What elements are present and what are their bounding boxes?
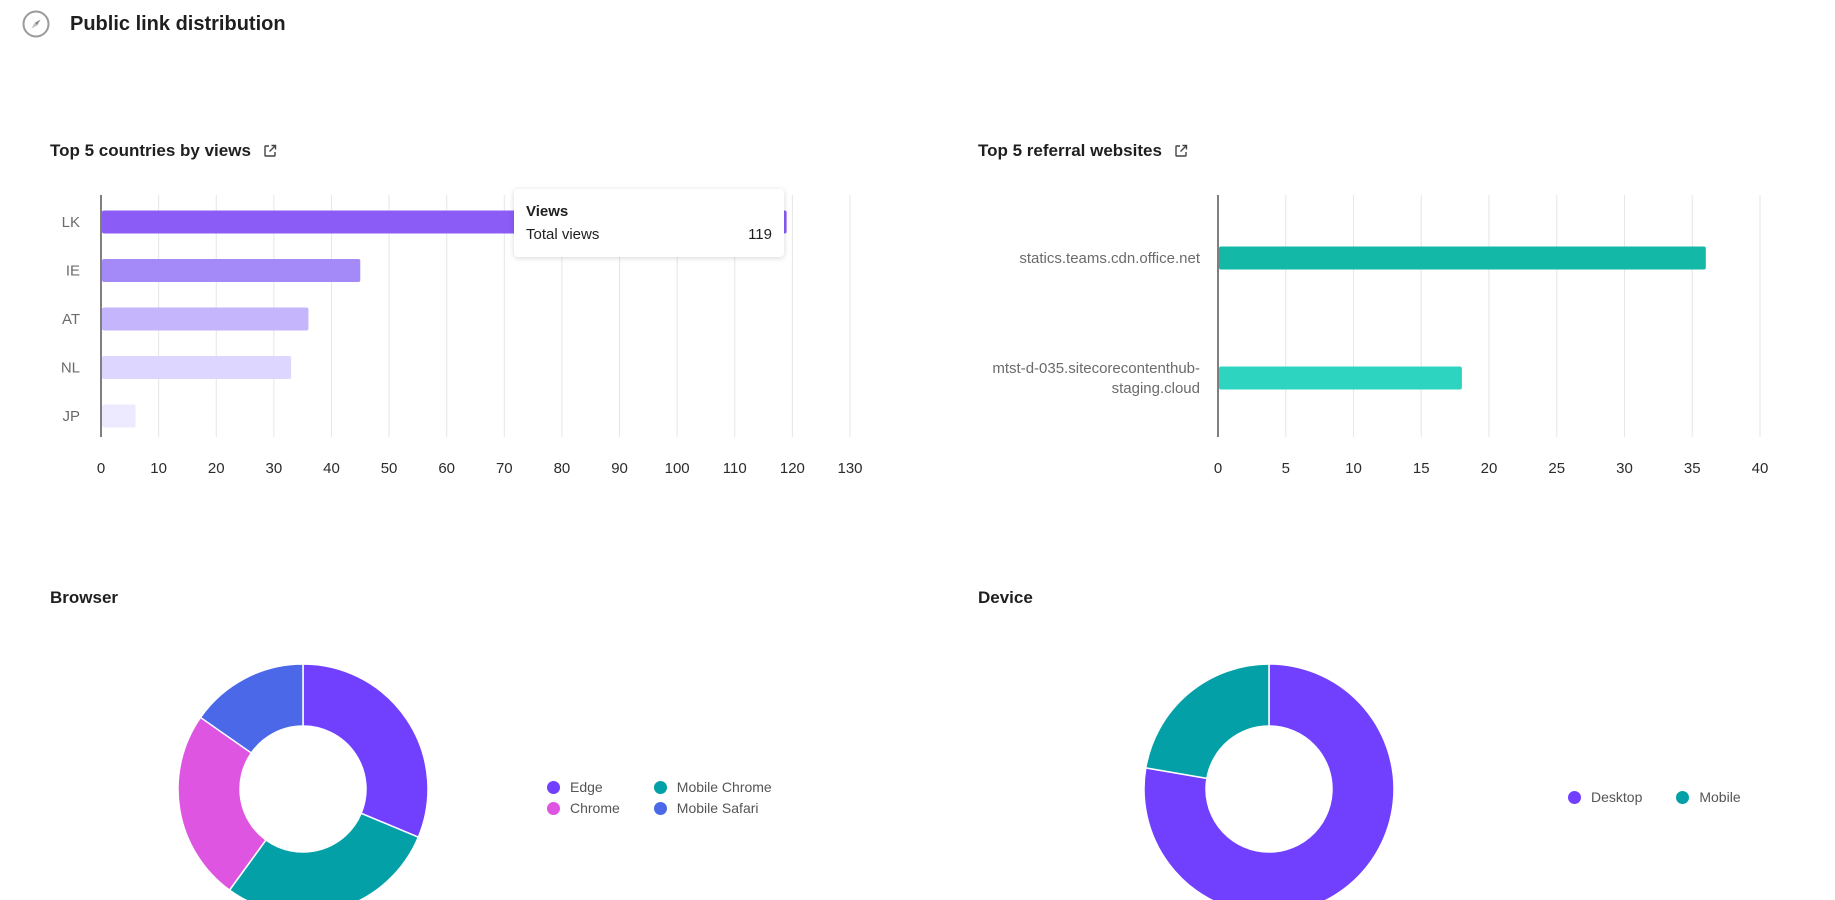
x-tick-label: 130 bbox=[837, 460, 862, 477]
slice-mobile-chrome bbox=[228, 812, 420, 900]
category-label: staging.cloud bbox=[1112, 380, 1200, 397]
compass-icon bbox=[22, 10, 50, 38]
category-label: IE bbox=[66, 263, 80, 280]
tooltip-label: Total views bbox=[526, 226, 600, 243]
device-donut-chart bbox=[1143, 663, 1395, 900]
x-tick-label: 90 bbox=[611, 460, 628, 477]
legend-item-desktop[interactable]: Desktop bbox=[1568, 789, 1642, 805]
x-tick-label: 15 bbox=[1413, 460, 1430, 477]
x-tick-label: 70 bbox=[496, 460, 513, 477]
slice-chrome bbox=[177, 716, 268, 892]
x-tick-label: 110 bbox=[723, 460, 747, 477]
legend-swatch bbox=[547, 801, 560, 815]
legend-item-mobile-chrome[interactable]: Mobile Chrome bbox=[653, 779, 772, 795]
legend-item-mobile[interactable]: Mobile bbox=[1676, 789, 1741, 805]
slice-mobile bbox=[1144, 663, 1270, 780]
legend-label: Mobile bbox=[1699, 789, 1741, 805]
x-tick-label: 30 bbox=[266, 460, 283, 477]
slice-desktop bbox=[1143, 663, 1395, 900]
bar-at bbox=[102, 307, 309, 331]
external-link-icon[interactable] bbox=[1173, 143, 1189, 159]
category-label: statics.teams.cdn.office.net bbox=[1019, 250, 1200, 267]
legend-label: Mobile Safari bbox=[676, 800, 759, 816]
legend-item-chrome[interactable]: Chrome bbox=[547, 800, 620, 816]
x-tick-label: 20 bbox=[208, 460, 225, 477]
x-tick-label: 10 bbox=[1345, 460, 1362, 477]
chart-tooltip: Views Total views 119 bbox=[514, 189, 784, 257]
legend-swatch bbox=[1568, 790, 1581, 804]
legend-label: Mobile Chrome bbox=[676, 779, 772, 795]
page-header: Public link distribution bbox=[22, 8, 286, 40]
legend-label: Chrome bbox=[570, 800, 620, 816]
legend-swatch bbox=[1676, 790, 1690, 804]
x-tick-label: 40 bbox=[323, 460, 340, 477]
category-label: LK bbox=[62, 214, 80, 231]
x-tick-label: 0 bbox=[1214, 460, 1222, 477]
bar-jp bbox=[102, 404, 136, 428]
page-title: Public link distribution bbox=[70, 12, 286, 35]
slice-mobile-safari bbox=[199, 663, 304, 754]
category-label: NL bbox=[61, 360, 80, 377]
category-label: AT bbox=[62, 311, 80, 328]
device-title-text: Device bbox=[978, 588, 1033, 607]
tooltip-value: 119 bbox=[748, 226, 772, 243]
browser-legend: Edge Chrome Mobile Chrome Mobile Safari bbox=[547, 779, 772, 816]
bar-nl bbox=[102, 356, 292, 379]
legend-swatch bbox=[653, 780, 667, 794]
bar-statics-teams-cdn-office-net bbox=[1219, 246, 1706, 270]
x-tick-label: 5 bbox=[1282, 460, 1290, 477]
x-tick-label: 0 bbox=[97, 460, 105, 477]
legend-label: Edge bbox=[570, 779, 603, 795]
bar-ie bbox=[102, 259, 361, 282]
browser-donut-chart bbox=[177, 663, 429, 900]
referrals-bar-chart: 0 5 10 15 20 25 30 35 40 statics.teams.cdn.office… bbox=[992, 195, 1769, 477]
tooltip-title: Views bbox=[526, 203, 569, 220]
countries-title-text: Top 5 countries by views bbox=[50, 141, 251, 160]
browser-title-text: Browser bbox=[50, 588, 119, 607]
device-panel-title: Device bbox=[978, 588, 1033, 608]
device-legend: Desktop Mobile bbox=[1568, 789, 1741, 805]
bar-mtst-d-035-sitecorecontenthub-staging-cloud bbox=[1219, 366, 1462, 390]
slice-edge bbox=[302, 663, 429, 839]
x-tick-label: 35 bbox=[1684, 460, 1701, 477]
x-tick-label: 30 bbox=[1616, 460, 1633, 477]
legend-swatch bbox=[547, 780, 560, 794]
countries-panel-title: Top 5 countries by views bbox=[50, 141, 278, 161]
legend-item-mobile-safari[interactable]: Mobile Safari bbox=[653, 800, 772, 816]
x-tick-label: 100 bbox=[665, 460, 690, 477]
referrals-panel-title: Top 5 referral websites bbox=[978, 141, 1189, 161]
x-tick-label: 120 bbox=[780, 460, 805, 477]
x-tick-label: 10 bbox=[150, 460, 167, 477]
x-tick-label: 20 bbox=[1481, 460, 1498, 477]
x-tick-label: 80 bbox=[554, 460, 571, 477]
legend-item-edge[interactable]: Edge bbox=[547, 779, 620, 795]
referrals-title-text: Top 5 referral websites bbox=[978, 141, 1162, 160]
browser-panel-title: Browser bbox=[50, 588, 118, 608]
x-tick-label: 40 bbox=[1752, 460, 1769, 477]
x-tick-label: 50 bbox=[381, 460, 398, 477]
legend-label: Desktop bbox=[1591, 789, 1643, 805]
legend-swatch bbox=[653, 801, 667, 815]
external-link-icon[interactable] bbox=[262, 143, 278, 159]
category-label: mtst-d-035.sitecorecontenthub- bbox=[992, 360, 1200, 377]
x-tick-label: 60 bbox=[438, 460, 455, 477]
x-tick-label: 25 bbox=[1548, 460, 1565, 477]
tooltip-row: Total views 119 bbox=[526, 226, 772, 243]
category-label: JP bbox=[62, 408, 80, 425]
